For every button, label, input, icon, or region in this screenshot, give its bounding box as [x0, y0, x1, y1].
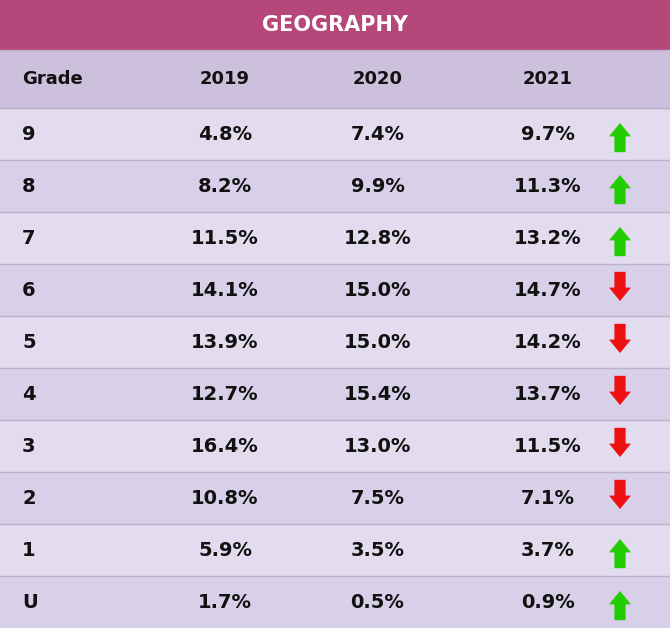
Text: 8: 8: [22, 176, 36, 195]
Text: Grade: Grade: [22, 70, 83, 88]
Text: 2019: 2019: [200, 70, 250, 88]
Bar: [0, 316, 670, 368]
Polygon shape: [609, 539, 631, 568]
Text: 15.0%: 15.0%: [344, 332, 411, 352]
Bar: [0, 50, 670, 108]
Text: 9.9%: 9.9%: [350, 176, 405, 195]
Text: 13.7%: 13.7%: [514, 384, 582, 404]
Text: 11.5%: 11.5%: [514, 436, 582, 455]
Bar: [0, 524, 670, 576]
Text: 4.8%: 4.8%: [198, 124, 252, 144]
Text: 7.4%: 7.4%: [350, 124, 405, 144]
Bar: [0, 472, 670, 524]
Text: 11.5%: 11.5%: [191, 229, 259, 247]
Text: 15.0%: 15.0%: [344, 281, 411, 300]
Polygon shape: [609, 175, 631, 204]
Text: 13.0%: 13.0%: [344, 436, 411, 455]
Text: U: U: [22, 592, 38, 612]
Text: 2: 2: [22, 489, 36, 507]
Text: 1: 1: [22, 541, 36, 560]
Text: 14.7%: 14.7%: [514, 281, 582, 300]
Text: 9: 9: [22, 124, 36, 144]
Polygon shape: [609, 591, 631, 620]
Bar: [0, 576, 670, 628]
Bar: [0, 264, 670, 316]
Text: 3: 3: [22, 436, 36, 455]
Text: 3.5%: 3.5%: [350, 541, 405, 560]
Text: 0.9%: 0.9%: [521, 592, 574, 612]
Text: 13.2%: 13.2%: [514, 229, 582, 247]
Bar: [0, 368, 670, 420]
Text: 12.8%: 12.8%: [344, 229, 411, 247]
Polygon shape: [609, 376, 631, 405]
Text: 2021: 2021: [523, 70, 572, 88]
Text: 16.4%: 16.4%: [191, 436, 259, 455]
Text: 1.7%: 1.7%: [198, 592, 252, 612]
Text: 4: 4: [22, 384, 36, 404]
Text: 13.9%: 13.9%: [191, 332, 259, 352]
Polygon shape: [609, 227, 631, 256]
Text: 7: 7: [22, 229, 36, 247]
Bar: [0, 212, 670, 264]
Bar: [0, 0, 670, 50]
Polygon shape: [609, 123, 631, 152]
Text: 7.1%: 7.1%: [521, 489, 574, 507]
Text: 12.7%: 12.7%: [191, 384, 259, 404]
Text: 5: 5: [22, 332, 36, 352]
Polygon shape: [609, 324, 631, 353]
Text: 14.1%: 14.1%: [191, 281, 259, 300]
Text: 8.2%: 8.2%: [198, 176, 252, 195]
Text: 5.9%: 5.9%: [198, 541, 252, 560]
Text: 11.3%: 11.3%: [514, 176, 582, 195]
Polygon shape: [609, 428, 631, 457]
Text: 15.4%: 15.4%: [344, 384, 411, 404]
Bar: [0, 420, 670, 472]
Polygon shape: [609, 480, 631, 509]
Text: 3.7%: 3.7%: [521, 541, 574, 560]
Bar: [0, 160, 670, 212]
Polygon shape: [609, 272, 631, 301]
Text: 10.8%: 10.8%: [191, 489, 259, 507]
Text: 7.5%: 7.5%: [350, 489, 405, 507]
Text: 0.5%: 0.5%: [350, 592, 405, 612]
Text: 9.7%: 9.7%: [521, 124, 574, 144]
Text: 2020: 2020: [352, 70, 403, 88]
Text: 6: 6: [22, 281, 36, 300]
Bar: [0, 108, 670, 160]
Text: GEOGRAPHY: GEOGRAPHY: [262, 15, 408, 35]
Text: 14.2%: 14.2%: [514, 332, 582, 352]
